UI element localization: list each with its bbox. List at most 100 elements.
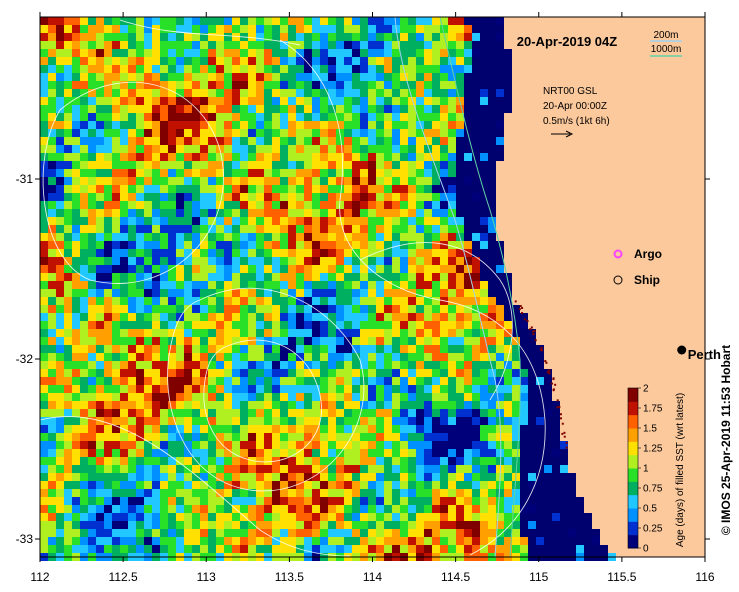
sst-cell — [200, 145, 208, 153]
sst-cell — [144, 361, 152, 369]
sst-cell — [88, 217, 96, 225]
sst-cell — [536, 417, 544, 425]
sst-cell — [160, 17, 168, 25]
colorbar-segment — [628, 468, 638, 482]
sst-cell — [488, 105, 496, 113]
sst-cell — [48, 121, 56, 129]
sst-cell — [448, 529, 456, 537]
sst-cell — [456, 417, 464, 425]
sst-cell — [480, 513, 488, 521]
sst-cell — [224, 153, 232, 161]
sst-cell — [256, 257, 264, 265]
sst-cell — [192, 513, 200, 521]
sst-cell — [336, 497, 344, 505]
sst-cell — [136, 473, 144, 481]
colorbar-segment — [628, 401, 638, 416]
sst-cell — [296, 97, 304, 105]
sst-cell — [456, 65, 464, 73]
sst-cell — [104, 425, 112, 433]
sst-cell — [248, 129, 256, 137]
sst-cell — [360, 401, 368, 409]
sst-cell — [104, 513, 112, 521]
sst-cell — [328, 521, 336, 529]
sst-cell — [344, 241, 352, 249]
sst-cell — [312, 97, 320, 105]
sst-cell — [272, 385, 280, 393]
sst-cell — [112, 169, 120, 177]
sst-cell — [336, 25, 344, 33]
sst-cell — [392, 161, 400, 169]
sst-cell — [352, 41, 360, 49]
sst-cell — [480, 145, 488, 153]
sst-cell — [120, 369, 128, 377]
sst-cell — [328, 545, 336, 553]
sst-cell — [472, 521, 480, 529]
sst-cell — [392, 369, 400, 377]
sst-cell — [48, 505, 56, 513]
sst-cell — [472, 473, 480, 481]
sst-cell — [192, 409, 200, 417]
sst-cell — [40, 441, 48, 449]
sst-cell — [456, 513, 464, 521]
sst-cell — [304, 265, 312, 273]
sst-cell — [112, 281, 120, 289]
sst-cell — [304, 193, 312, 201]
sst-cell — [144, 17, 152, 25]
sst-cell — [200, 409, 208, 417]
sst-cell — [280, 225, 288, 233]
sst-cell — [160, 129, 168, 137]
sst-cell — [440, 313, 448, 321]
sst-cell — [64, 401, 72, 409]
sst-cell — [48, 497, 56, 505]
sst-cell — [488, 33, 496, 41]
sst-cell — [112, 33, 120, 41]
sst-cell — [488, 409, 496, 417]
sst-cell — [352, 537, 360, 545]
sst-cell — [352, 233, 360, 241]
sst-cell — [256, 401, 264, 409]
sst-cell — [72, 481, 80, 489]
sst-cell — [416, 281, 424, 289]
sst-cell — [128, 433, 136, 441]
sst-cell — [328, 233, 336, 241]
sst-cell — [192, 305, 200, 313]
sst-cell — [280, 457, 288, 465]
sst-cell — [528, 329, 536, 337]
sst-cell — [72, 145, 80, 153]
sst-cell — [168, 489, 176, 497]
sst-cell — [368, 513, 376, 521]
sst-cell — [424, 345, 432, 353]
sst-cell — [80, 393, 88, 401]
sst-cell — [152, 545, 160, 553]
sst-cell — [56, 57, 64, 65]
sst-cell — [264, 209, 272, 217]
sst-cell — [464, 457, 472, 465]
sst-cell — [304, 273, 312, 281]
sst-cell — [64, 425, 72, 433]
sst-cell — [56, 409, 64, 417]
sst-cell — [256, 41, 264, 49]
sst-cell — [312, 513, 320, 521]
sst-cell — [496, 121, 504, 129]
sst-cell — [408, 433, 416, 441]
sst-cell — [464, 121, 472, 129]
sst-cell — [328, 345, 336, 353]
sst-cell — [480, 241, 488, 249]
sst-cell — [320, 473, 328, 481]
sst-cell — [216, 345, 224, 353]
sst-cell — [192, 481, 200, 489]
sst-cell — [304, 297, 312, 305]
sst-cell — [376, 281, 384, 289]
sst-cell — [336, 185, 344, 193]
sst-cell — [296, 289, 304, 297]
sst-cell — [352, 305, 360, 313]
sst-cell — [352, 481, 360, 489]
sst-cell — [136, 337, 144, 345]
sst-cell — [256, 537, 264, 545]
sst-cell — [344, 545, 352, 553]
sst-cell — [120, 41, 128, 49]
sst-cell — [440, 225, 448, 233]
sst-cell — [488, 121, 496, 129]
sst-cell — [360, 201, 368, 209]
sst-cell — [208, 241, 216, 249]
